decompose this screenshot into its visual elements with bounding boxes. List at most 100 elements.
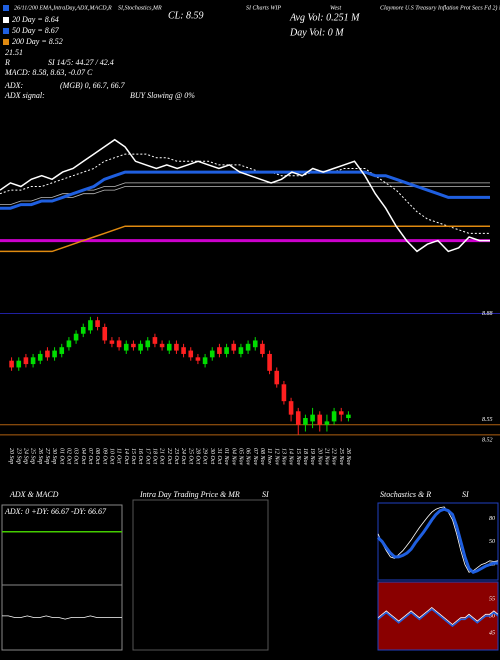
x-tick-label: 26 Sep: [37, 448, 43, 464]
x-tick-label: 09 Oct: [101, 448, 107, 464]
candle-body: [9, 360, 14, 368]
candle-body: [52, 350, 57, 358]
x-tick-label: 04 Nov: [230, 448, 237, 466]
y-tick-label: 8.88: [482, 311, 493, 317]
candle-body: [59, 347, 65, 354]
series-line: [0, 170, 490, 210]
x-tick-label: 25 Sep: [30, 448, 36, 464]
annotation: ADX:: [4, 81, 24, 90]
candle-body: [195, 357, 201, 361]
candle-body: [109, 340, 115, 344]
candle-body: [116, 340, 122, 348]
series-line: [377, 506, 499, 573]
x-tick-label: 23 Sep: [15, 448, 21, 464]
x-tick-label: 08 Oct: [94, 448, 100, 464]
panel-title: Intra Day Trading Price & MR: [139, 490, 240, 499]
candle-body: [331, 411, 337, 422]
series-line: [376, 507, 498, 575]
panel-background: [1, 504, 123, 586]
panel-title: SI: [462, 490, 469, 499]
x-tick-label: 24 Oct: [180, 448, 187, 464]
panel-title: SI: [262, 490, 269, 499]
series-line: [0, 153, 490, 234]
candle-body: [188, 350, 194, 358]
candle-body: [166, 343, 172, 351]
candle-body: [274, 370, 280, 385]
candle-body: [66, 340, 72, 348]
x-tick-label: 30 Sep: [51, 447, 57, 464]
candle-body: [217, 347, 222, 354]
x-tick-label: 15 Nov: [295, 448, 301, 466]
candle-body: [80, 326, 86, 334]
candle-body: [73, 333, 79, 341]
candle-body: [260, 343, 265, 354]
x-tick-label: 21 Oct: [159, 448, 165, 464]
legend-swatch: [3, 28, 9, 34]
annotation: (MGB) 0, 66.7, 66.7: [60, 81, 126, 90]
x-tick-label: 13 Nov: [281, 448, 287, 466]
candle-body: [338, 411, 344, 415]
candle-body: [45, 350, 50, 358]
x-tick-label: 20 Nov: [316, 448, 322, 466]
x-tick-label: 07 Oct: [87, 448, 93, 464]
annotation: R: [4, 58, 10, 67]
y-tick-label: 80: [489, 516, 495, 522]
series-line: [0, 138, 490, 253]
candle-body: [267, 353, 272, 371]
y-tick-label: 8.55: [482, 417, 493, 423]
panel-background: [377, 581, 499, 651]
legend-label: 50 Day = 8.67: [12, 26, 60, 35]
candle-body: [23, 357, 29, 365]
x-tick-label: 14 Nov: [288, 448, 295, 466]
series-line: [377, 608, 499, 628]
x-tick-label: 11 Oct: [116, 448, 122, 464]
x-tick-label: 25 Oct: [187, 448, 193, 464]
candle-body: [123, 343, 129, 351]
candle-body: [346, 414, 351, 419]
x-tick-label: 31 Oct: [216, 447, 222, 464]
y-tick-label: 8.52: [482, 437, 493, 443]
y-tick-label: 55: [489, 596, 495, 602]
annotation: Claymore U.S Treasury Inflation Prot Sec…: [380, 4, 500, 11]
x-tick-label: 28 Oct: [195, 448, 201, 464]
candle-body: [181, 347, 186, 354]
candle-body: [174, 343, 179, 351]
x-tick-label: 14 Oct: [123, 448, 130, 464]
series-line: [0, 225, 490, 253]
x-tick-label: 18 Nov: [302, 448, 308, 466]
annotation: BUY Slowing @ 0%: [130, 91, 195, 100]
y-tick-label: 50: [489, 613, 495, 619]
candle-body: [224, 347, 229, 354]
annotation: SI,Stochastics,MR: [118, 5, 162, 11]
candle-body: [202, 357, 208, 365]
series-line: [2, 615, 122, 620]
candle-body: [131, 343, 136, 348]
x-tick-label: 11 Nov: [266, 448, 272, 465]
candle-body: [209, 350, 215, 358]
candle-body: [231, 343, 237, 351]
x-tick-label: 27 Sep: [44, 448, 50, 464]
x-tick-label: 17 Oct: [144, 448, 150, 464]
candle-body: [145, 340, 151, 348]
candle-body: [102, 326, 108, 341]
x-tick-label: 06 Nov: [245, 448, 251, 466]
x-tick-label: 23 Oct: [173, 448, 179, 464]
annotation: SI Charts WIP: [246, 5, 281, 11]
x-tick-label: 01 Nov: [223, 448, 229, 466]
candle-body: [152, 337, 158, 344]
x-tick-label: 18 Oct: [152, 448, 158, 464]
y-tick-label: 45: [489, 629, 495, 636]
x-tick-label: 21 Nov: [324, 448, 330, 466]
candle-body: [281, 384, 287, 402]
candle-body: [138, 343, 143, 351]
x-tick-label: 12 Nov: [273, 448, 279, 466]
x-tick-label: 03 Oct: [73, 448, 79, 464]
candle-body: [288, 401, 294, 415]
legend-label: 200 Day = 8.52: [12, 37, 63, 46]
legend-label: 20 Day = 8.64: [12, 15, 59, 24]
candle-body: [317, 414, 323, 425]
candle-body: [252, 340, 258, 348]
x-tick-label: 02 Oct: [66, 448, 72, 464]
x-tick-label: 30 Oct: [209, 447, 215, 464]
panel-title: ADX & MACD: [9, 490, 59, 499]
